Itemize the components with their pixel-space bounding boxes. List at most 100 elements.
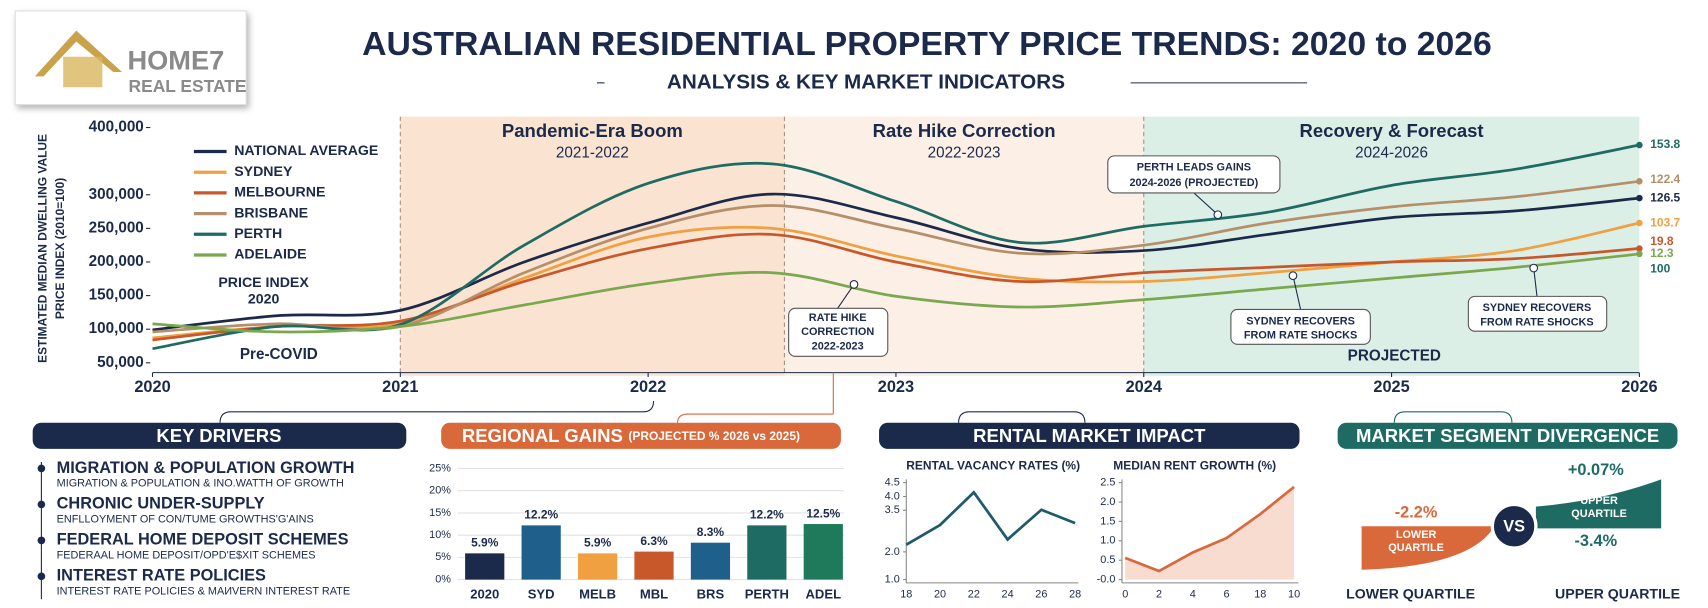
vs-badge	[1490, 502, 1538, 550]
bar	[465, 553, 505, 580]
end-dot	[1636, 178, 1643, 185]
annotation: FROM RATE SHOCKS	[1244, 329, 1357, 341]
x-tick-label: 6	[1224, 589, 1230, 601]
panel-title: REGIONAL GAINS	[462, 425, 623, 446]
value-label: 8.3%	[697, 525, 725, 539]
callout-box	[1230, 308, 1371, 345]
y-axis-label: PRICE INDEX (2010=100)	[53, 178, 67, 319]
x-tick-label: 2024	[1126, 378, 1162, 396]
value-label: 5.9%	[584, 536, 612, 550]
lower-change: -2.2%	[1395, 503, 1438, 521]
connector	[1393, 411, 1513, 423]
legend-label: NATIONAL AVERAGE	[234, 143, 378, 159]
x-tick-label: 26	[1035, 589, 1047, 601]
upper-change: +0.07%	[1568, 461, 1624, 479]
x-tick-label: 20	[934, 589, 946, 601]
x-tick-label: 2	[1156, 589, 1162, 601]
driver-detail: FEDERAAL HOME DEPOSIT/OPD'E$XIT SCHEMES	[57, 549, 316, 561]
annotation: SYDNEY RECOVERS	[1246, 315, 1355, 327]
callout-box	[1467, 295, 1608, 332]
period-name: Pandemic-Era Boom	[502, 120, 683, 141]
period-years: 2021-2022	[556, 145, 629, 162]
panel-title: REGIONAL GAINS (PROJECTED % 2026 vs 2025)	[462, 425, 800, 446]
callout-dot	[1213, 210, 1223, 220]
connector	[676, 413, 834, 423]
upper-tag: QUARTILE	[1571, 508, 1627, 520]
x-tick-label: ADEL	[806, 586, 842, 601]
y-tick-label: 25%	[429, 462, 451, 474]
driver-title: FEDERAL HOME DEPOSIT SCHEMES	[57, 531, 349, 549]
y-tick-label: 50,000	[97, 354, 144, 371]
callout-box	[1107, 155, 1281, 194]
driver-detail: INTEREST RATE POLICIES & MАИVERN INTERES…	[57, 585, 350, 597]
chart-title: MEDIAN RENT GROWTH (%)	[1113, 458, 1276, 472]
panel-header	[441, 422, 841, 449]
price-line	[152, 232, 1640, 342]
vacancy-line	[905, 490, 1076, 546]
end-dot	[1636, 245, 1643, 252]
driver-title: CHRONIC UNDER-SUPPLY	[57, 495, 265, 513]
period-name: Rate Hike Correction	[873, 120, 1056, 141]
y-tick-label: 4.5	[885, 477, 900, 489]
x-tick-label: 18	[1254, 589, 1266, 601]
end-dot	[1636, 219, 1643, 227]
annotation: CORRECTION	[801, 326, 874, 338]
value-label: 12.5%	[806, 506, 840, 520]
panel-header	[1337, 422, 1678, 449]
y-tick-label: 100,000	[89, 320, 144, 337]
y-tick-label: 15%	[429, 507, 451, 519]
panel-header	[32, 422, 407, 449]
value-label: 5.9%	[471, 536, 499, 550]
y-tick-label: 3.5	[885, 504, 900, 516]
panel-title: RENTAL MARKET IMPACT	[973, 425, 1206, 446]
logo-house	[63, 56, 103, 88]
panel-title: KEY DRIVERS	[156, 425, 281, 446]
period-years: 2022-2023	[928, 145, 1001, 162]
end-dot	[1636, 141, 1643, 149]
y-axis-label: ESTIMATED MEDIAN DWELLING VALUE	[36, 134, 50, 363]
end-dot	[1636, 194, 1643, 202]
value-label: 12.2%	[524, 508, 558, 522]
y-tick-label: 5%	[435, 551, 451, 563]
value-label: 6.3%	[640, 534, 668, 548]
y-tick-label: 0.5	[1100, 554, 1115, 566]
bullet	[37, 464, 46, 473]
panel-header	[879, 422, 1300, 449]
x-tick-label: 2025	[1373, 378, 1409, 396]
subtitle: ANALYSIS & KEY MARKET INDICATORS	[667, 70, 1065, 93]
bar	[577, 553, 618, 580]
end-label: 126.5	[1650, 191, 1680, 205]
x-tick-label: 24	[1002, 589, 1014, 601]
connector	[958, 411, 1086, 423]
vs-text: VS	[1503, 518, 1525, 536]
logo-roof	[34, 30, 122, 77]
x-tick-label: PERTH	[745, 586, 789, 601]
annotation: 2020	[248, 291, 280, 307]
connector	[219, 400, 655, 423]
bullet	[37, 500, 46, 509]
panel-subtitle: (PROJECTED % 2026 vs 2025)	[628, 429, 800, 443]
x-tick-label: 2021	[382, 378, 418, 396]
x-tick-label: 4	[1190, 589, 1196, 601]
upper-shape	[1535, 479, 1662, 529]
y-tick-label: 10%	[429, 529, 451, 541]
y-tick-label: 20%	[429, 485, 451, 497]
end-label: 19.8	[1650, 234, 1674, 248]
y-tick-label: 1.0	[1100, 535, 1115, 547]
y-tick-label: 1.0	[885, 573, 900, 585]
x-tick-label: MBL	[640, 586, 668, 601]
callout-dot	[1529, 263, 1539, 273]
segment-divergence: +0.07% UPPER QUARTILE -3.4% -2.2% LOWER …	[1346, 461, 1680, 603]
rent-chart: -0.0 0.5 1.0 1.5 2.0 2.5 0 2 4 6 18 10	[1097, 477, 1300, 601]
y-tick-label: 150,000	[89, 287, 144, 304]
vacancy-chart: 4.04.5 3.5 2.0 1.018 20 22 24 26 28	[885, 477, 1082, 601]
annotation: SYDNEY RECOVERS	[1483, 302, 1592, 314]
period-name: Recovery & Forecast	[1300, 120, 1484, 141]
value-label: 12.2%	[750, 508, 784, 522]
segment-label: LOWER QUARTILE	[1346, 587, 1475, 603]
driver-detail: MIGRATION & POPULATION & INO.WATTH OF GR…	[57, 478, 344, 490]
y-tick-label: 400,000	[89, 119, 144, 136]
callout-pointer	[1533, 267, 1538, 297]
x-tick-label: 2022	[630, 378, 666, 396]
